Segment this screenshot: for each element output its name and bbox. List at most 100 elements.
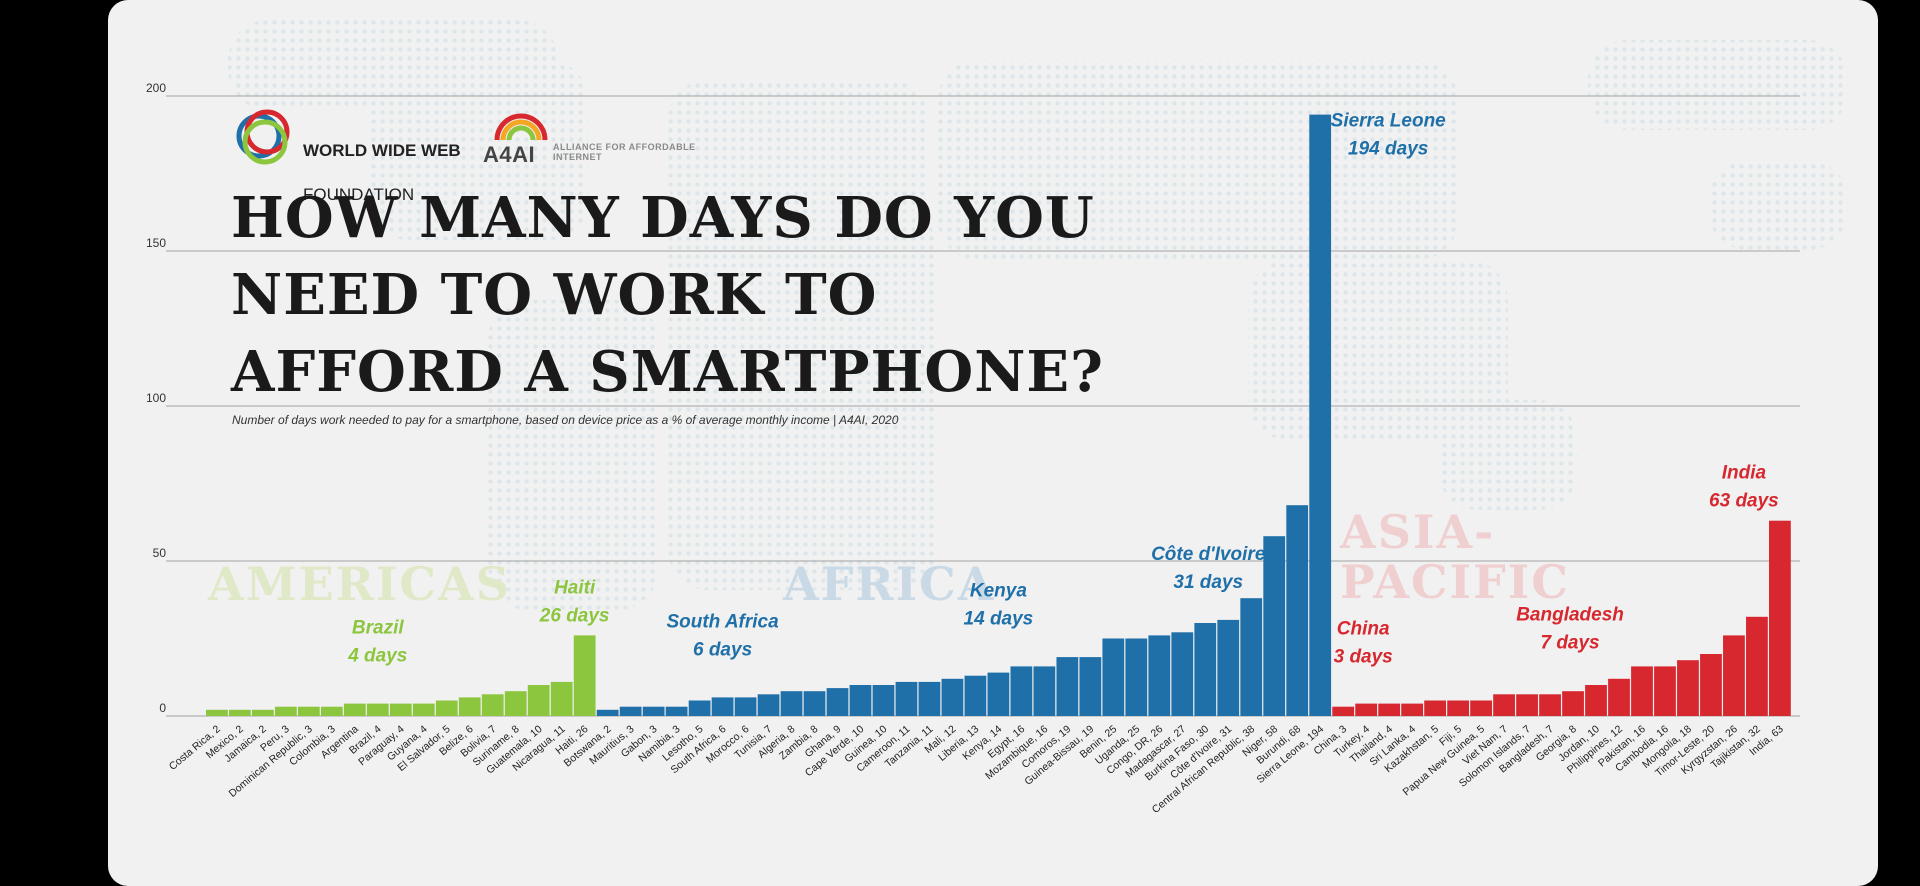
bar [757, 694, 780, 716]
a4ai-tagline: ALLIANCE FOR AFFORDABLE INTERNET [553, 142, 696, 162]
bar [1309, 114, 1332, 717]
wwwf-line-2: FOUNDATION [303, 185, 415, 204]
bar [1033, 666, 1056, 716]
bar-callout: Sierra Leone [1331, 111, 1447, 132]
bar [1240, 598, 1263, 716]
bar [1079, 657, 1102, 716]
bar [1700, 654, 1722, 716]
bar [941, 678, 964, 716]
bar [1470, 700, 1492, 716]
bar [1056, 657, 1079, 716]
bar [1194, 623, 1217, 716]
bar [1125, 638, 1148, 716]
bar-callout: 31 days [1173, 572, 1243, 593]
bar-callout: 7 days [1540, 632, 1599, 653]
bar-callout: 6 days [693, 639, 752, 660]
bar [1102, 638, 1125, 716]
region-watermark: AMERICAS [207, 557, 511, 611]
bar [1010, 666, 1033, 716]
bar [251, 709, 274, 716]
region-watermark: PACIFIC [1340, 555, 1570, 609]
bar [1516, 694, 1538, 716]
bar-callout: 14 days [964, 609, 1034, 630]
bar [642, 706, 665, 716]
chart-title: HOW MANY DAYS DO YOU NEED TO WORK TO AFF… [231, 185, 1104, 405]
bar-callout: 194 days [1348, 139, 1428, 160]
bar [1263, 536, 1286, 716]
map-dot-region [1588, 40, 1848, 130]
bar [320, 706, 343, 716]
a4ai-logo: A4AI ALLIANCE FOR AFFORDABLE INTERNET [483, 106, 703, 167]
bar-callout: 4 days [347, 646, 407, 667]
bar [274, 706, 297, 716]
bar [803, 691, 826, 716]
bar [1401, 703, 1424, 716]
bar [1654, 666, 1676, 716]
bar [1286, 505, 1309, 716]
bar-callout: Bangladesh [1516, 604, 1624, 625]
infographic-card: 0 50 100 150 200 AMERICAS AFRICA ASIA- PACIFIC Co… [108, 0, 1878, 886]
bar-callout: China [1337, 619, 1390, 640]
map-dot-region [668, 80, 928, 220]
bar [734, 697, 757, 716]
bar [688, 700, 711, 716]
map-dot-region [668, 210, 938, 590]
y-tick-label: 50 [153, 546, 167, 560]
bar [389, 703, 412, 716]
bar [1631, 666, 1653, 716]
wwwf-logo: WORLD WIDE WEB FOUNDATION [231, 106, 671, 204]
y-tick-label: 150 [146, 236, 166, 250]
wwwf-line-1: WORLD WIDE WEB [303, 141, 461, 160]
bar [206, 709, 228, 716]
region-watermark: AFRICA [782, 557, 995, 611]
bar [1539, 694, 1561, 716]
bar [665, 706, 688, 716]
bar [1769, 520, 1791, 716]
bar [1217, 619, 1240, 716]
map-dot-region [368, 60, 588, 240]
bar [1148, 635, 1171, 716]
bar [964, 675, 987, 716]
a4ai-wordmark: A4AI [483, 142, 536, 167]
bar-callout: India [1722, 463, 1767, 484]
bar [987, 672, 1010, 716]
map-dot-region [1438, 400, 1578, 510]
map-dot-region [1708, 160, 1848, 250]
bar [1171, 632, 1194, 716]
bar [826, 688, 849, 716]
bar [1585, 685, 1607, 716]
bar [481, 694, 504, 716]
bar [596, 709, 619, 716]
bar [1723, 635, 1745, 716]
bar [228, 709, 251, 716]
bar [343, 703, 366, 716]
bar [504, 691, 527, 716]
bar [1424, 700, 1447, 716]
bar-callout: 3 days [1334, 647, 1393, 668]
bar-callout: 63 days [1709, 491, 1779, 512]
bar [412, 703, 435, 716]
bar-callout: Kenya [970, 581, 1027, 602]
bar [550, 681, 573, 716]
region-watermark: ASIA- [1339, 505, 1495, 559]
bar-callout: 26 days [539, 605, 610, 626]
y-tick-label: 0 [159, 701, 166, 715]
bar [1332, 706, 1355, 716]
bar [366, 703, 389, 716]
bar [1608, 678, 1630, 716]
bar-callout: South Africa [666, 611, 779, 632]
bar [711, 697, 734, 716]
bar [1378, 703, 1401, 716]
bar [780, 691, 803, 716]
a4ai-rainbow-icon [494, 113, 548, 141]
bar [619, 706, 642, 716]
bar-callout: Côte d'Ivoire [1151, 544, 1266, 565]
wwwf-rings-icon [236, 109, 290, 165]
bar-callout: Brazil [352, 618, 404, 639]
y-tick-label: 100 [146, 391, 166, 405]
bar [527, 685, 550, 716]
bar [1355, 703, 1378, 716]
bar [1677, 660, 1699, 716]
bar [297, 706, 320, 716]
bar-callout: Haiti [554, 577, 596, 598]
